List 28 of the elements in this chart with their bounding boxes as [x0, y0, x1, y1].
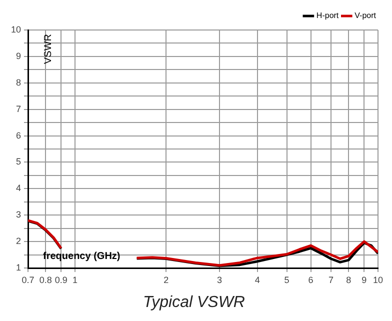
y-axis-title: VSWR [42, 34, 54, 64]
x-tick-label: 0.7 [22, 274, 34, 285]
x-tick-label: 10 [372, 274, 383, 285]
x-tick-label: 4 [254, 274, 260, 285]
y-tick-label: 9 [16, 50, 22, 61]
y-tick-label: 5 [16, 156, 22, 167]
x-tick-label: 0.9 [54, 274, 68, 285]
y-tick-label: 1 [16, 262, 22, 272]
y-tick-label: 6 [16, 130, 22, 140]
text: Typical VSWR [143, 294, 246, 311]
y-tick-label: 3 [16, 210, 22, 220]
x-tick-label: 3 [217, 274, 222, 285]
x-tick-label: 6 [308, 274, 314, 285]
x-tick-label: 5 [284, 274, 290, 285]
legend-label: V-port [354, 11, 377, 20]
x-tick-label: 9 [362, 274, 367, 285]
y-tick-label: 7 [16, 104, 22, 114]
y-tick-label: 10 [10, 24, 22, 34]
x-tick-label: 7 [328, 274, 334, 285]
y-tick-label: 2 [16, 236, 22, 246]
y-tick-label: 4 [16, 183, 22, 194]
legend-label: H-port [316, 11, 340, 20]
x-tick-label: 0.8 [39, 274, 52, 285]
x-tick-label: 8 [346, 274, 352, 285]
x-tick-label: 2 [164, 274, 169, 285]
y-tick-label: 8 [16, 77, 22, 88]
x-axis-title: frequency (GHz) [43, 250, 120, 262]
x-tick-label: 1 [72, 274, 78, 285]
